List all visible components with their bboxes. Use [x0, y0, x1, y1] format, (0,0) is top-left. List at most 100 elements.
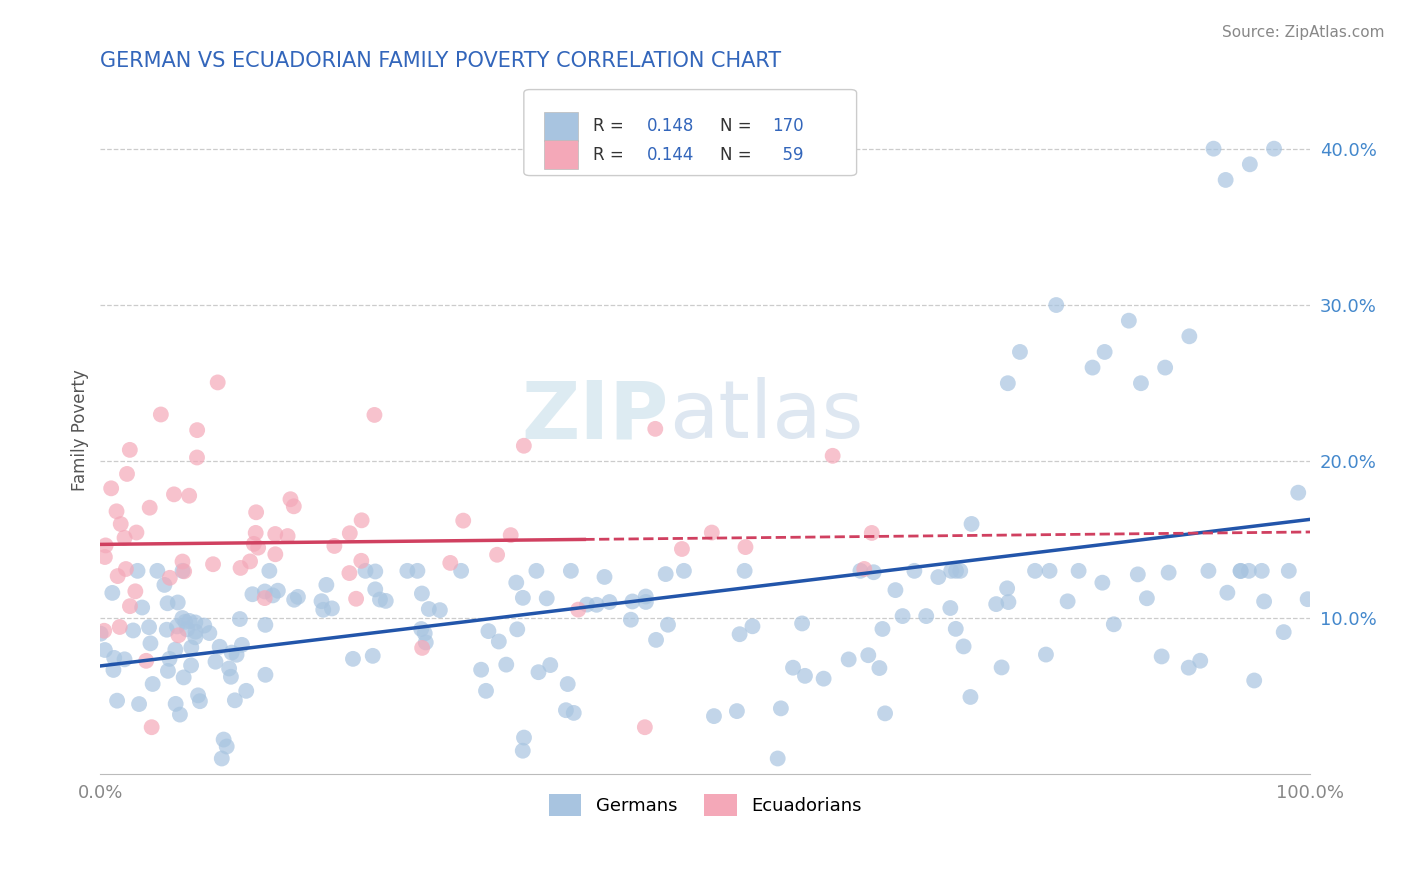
Point	[311, 594, 333, 608]
Point	[725, 704, 748, 718]
Point	[93, 624, 115, 638]
Point	[254, 668, 277, 682]
Point	[218, 661, 240, 675]
Point	[243, 537, 266, 551]
Point	[873, 706, 896, 721]
Point	[477, 624, 499, 639]
FancyBboxPatch shape	[524, 89, 856, 176]
Point	[118, 599, 141, 614]
Point	[862, 566, 884, 580]
Point	[172, 611, 194, 625]
Point	[165, 697, 187, 711]
Point	[1091, 575, 1114, 590]
Point	[125, 525, 148, 540]
Point	[411, 586, 433, 600]
Point	[1237, 564, 1260, 578]
Point	[794, 669, 817, 683]
Point	[350, 513, 373, 527]
Point	[671, 541, 693, 556]
Point	[124, 584, 146, 599]
Point	[114, 531, 136, 545]
Point	[264, 527, 287, 541]
Point	[103, 663, 125, 677]
Point	[141, 720, 163, 734]
Point	[567, 602, 589, 616]
Point	[1157, 566, 1180, 580]
Point	[179, 489, 201, 503]
Point	[253, 591, 276, 606]
Point	[538, 658, 561, 673]
Point	[813, 672, 835, 686]
Point	[598, 595, 620, 609]
Point	[499, 528, 522, 542]
Point	[127, 564, 149, 578]
Point	[952, 640, 974, 654]
Point	[94, 538, 117, 552]
Point	[1243, 673, 1265, 688]
Point	[166, 619, 188, 633]
Point	[1296, 592, 1319, 607]
Point	[960, 516, 983, 531]
Point	[159, 571, 181, 585]
Point	[941, 564, 963, 578]
Point	[262, 588, 284, 602]
Point	[245, 525, 267, 540]
Point	[186, 450, 208, 465]
Point	[1239, 157, 1261, 171]
Point	[283, 500, 305, 514]
Text: N =: N =	[720, 145, 756, 164]
Point	[411, 622, 433, 636]
Point	[173, 564, 195, 578]
Point	[769, 701, 792, 715]
Point	[180, 658, 202, 673]
Point	[1035, 648, 1057, 662]
FancyBboxPatch shape	[544, 140, 578, 169]
Text: N =: N =	[720, 117, 756, 136]
Point	[108, 620, 131, 634]
Text: atlas: atlas	[669, 377, 863, 455]
Point	[350, 554, 373, 568]
Point	[858, 648, 880, 663]
Point	[339, 526, 361, 541]
Point	[105, 504, 128, 518]
Point	[166, 595, 188, 609]
Point	[766, 751, 789, 765]
Point	[221, 646, 243, 660]
Point	[115, 562, 138, 576]
Point	[536, 591, 558, 606]
Point	[1136, 591, 1159, 606]
Point	[734, 564, 756, 578]
Point	[187, 689, 209, 703]
Point	[562, 706, 585, 720]
Point	[101, 586, 124, 600]
Text: R =: R =	[593, 117, 628, 136]
Point	[450, 564, 472, 578]
Point	[470, 663, 492, 677]
Point	[526, 564, 548, 578]
Point	[959, 690, 981, 704]
Point	[103, 651, 125, 665]
Text: 0.144: 0.144	[647, 145, 695, 164]
Point	[165, 642, 187, 657]
Point	[142, 677, 165, 691]
Point	[513, 731, 536, 745]
Point	[949, 564, 972, 578]
Point	[354, 564, 377, 578]
Point	[429, 603, 451, 617]
Point	[180, 640, 202, 655]
Point	[411, 640, 433, 655]
Point	[475, 683, 498, 698]
Point	[159, 652, 181, 666]
Point	[149, 408, 172, 422]
Point	[512, 591, 534, 605]
Point	[184, 615, 207, 630]
Point	[560, 564, 582, 578]
Point	[413, 626, 436, 640]
Point	[406, 564, 429, 578]
Point	[703, 709, 725, 723]
Point	[927, 570, 949, 584]
Point	[156, 623, 179, 637]
Point	[245, 505, 267, 519]
Point	[1253, 594, 1275, 608]
Point	[287, 590, 309, 604]
